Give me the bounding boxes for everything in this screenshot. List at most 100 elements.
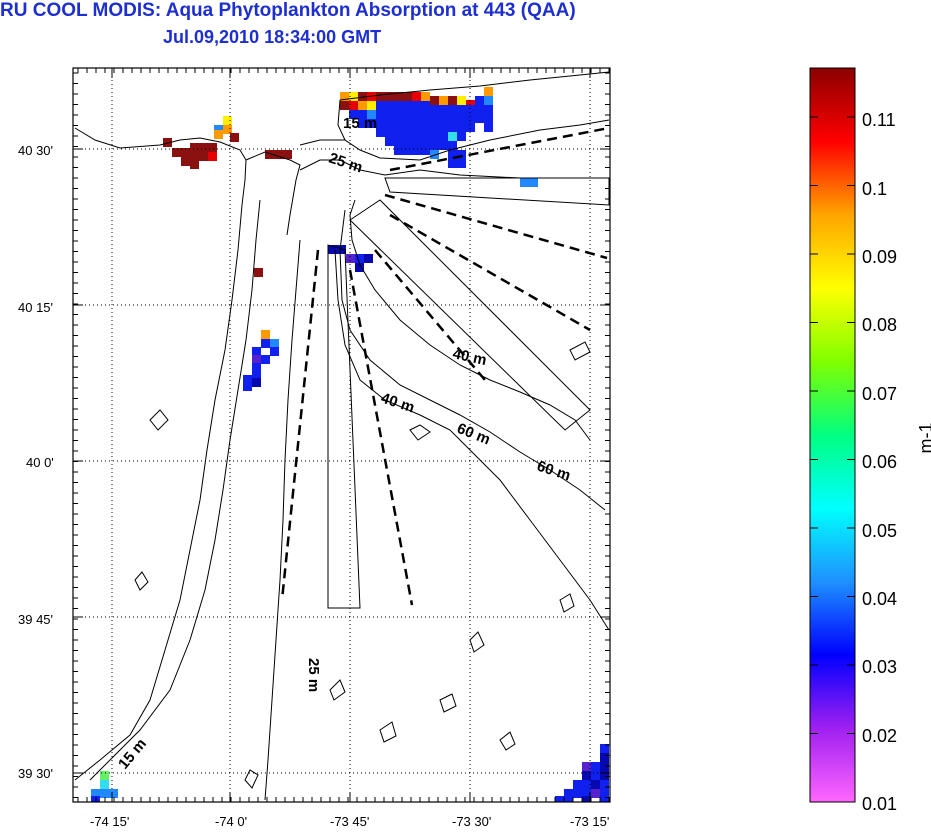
- contour-label: 60 m: [455, 420, 493, 449]
- data-pixel: [252, 347, 261, 356]
- data-pixel: [484, 114, 493, 123]
- data-pixel: [475, 114, 484, 123]
- colorbar-label: 0.07: [862, 384, 897, 404]
- data-pixel: [448, 132, 457, 141]
- contour-label: 40 m: [451, 345, 488, 369]
- data-pixel: [448, 96, 457, 105]
- data-pixel: [412, 110, 421, 119]
- data-pixel: [349, 101, 358, 110]
- lat-label: 40 0': [26, 455, 54, 470]
- data-pixel: [394, 128, 403, 137]
- data-pixel: [270, 339, 279, 348]
- data-pixel: [555, 796, 564, 802]
- colorbar-label: 0.04: [862, 589, 897, 609]
- contour-40m: [334, 249, 610, 631]
- data-pixel: [385, 119, 394, 128]
- contour-15m-upper: [299, 139, 345, 146]
- data-pixel: [403, 137, 412, 146]
- coastline-contours: [74, 71, 610, 801]
- data-pixel: [600, 762, 609, 771]
- map-title: RU COOL MODIS: Aqua Phytoplankton Absorp…: [0, 0, 576, 21]
- lat-label: 39 45': [18, 612, 53, 627]
- data-pixel: [484, 123, 493, 132]
- data-pixel: [484, 96, 493, 105]
- data-pixel: [439, 114, 448, 123]
- map-timestamp: Jul.09,2010 18:34:00 GMT: [163, 27, 382, 47]
- data-pixel: [484, 105, 493, 114]
- data-pixel: [448, 114, 457, 123]
- colorbar-label: 0.02: [862, 726, 897, 746]
- lon-label: -73 30': [452, 814, 491, 829]
- data-pixel: [199, 143, 208, 152]
- data-pixel: [600, 771, 609, 780]
- data-pixel: [582, 789, 591, 798]
- data-pixel: [346, 254, 355, 263]
- data-pixel: [214, 130, 223, 139]
- data-pixel: [412, 119, 421, 128]
- colorbar-unit: m-1: [916, 423, 931, 454]
- lon-label: -73 45': [330, 814, 369, 829]
- data-pixel: [421, 119, 430, 128]
- data-pixel: [340, 101, 349, 110]
- hudson-channel-west: [264, 239, 301, 801]
- data-pixel: [265, 150, 274, 159]
- data-pixel: [457, 159, 466, 168]
- data-pixel: [582, 771, 591, 780]
- data-pixel: [466, 123, 475, 132]
- data-pixel: [412, 92, 421, 101]
- data-pixel: [385, 110, 394, 119]
- data-pixel: [181, 148, 190, 157]
- colorbar-label: 0.06: [862, 452, 897, 472]
- data-pixel: [591, 771, 600, 780]
- data-pixel: [367, 110, 376, 119]
- absorption-pixels: [91, 87, 609, 802]
- data-pixel: [484, 87, 493, 96]
- data-pixel: [328, 245, 337, 254]
- contour-label: 40 m: [379, 390, 417, 417]
- data-pixel: [448, 150, 457, 159]
- data-pixel: [349, 92, 358, 101]
- contour-labels: 15 m 25 m 40 m 40 m 60 m 60 m 25 m 15 m: [115, 115, 573, 773]
- data-pixel: [564, 796, 573, 802]
- data-pixel: [230, 133, 239, 142]
- transect-box-2: [349, 199, 591, 431]
- data-pixel: [364, 254, 373, 263]
- data-pixel: [252, 355, 261, 364]
- data-pixel: [358, 110, 367, 119]
- data-pixel: [457, 150, 466, 159]
- data-pixel: [385, 101, 394, 110]
- data-pixel: [430, 96, 439, 105]
- data-pixel: [208, 143, 217, 152]
- data-pixel: [564, 789, 573, 798]
- data-pixel: [349, 110, 358, 119]
- data-pixel: [430, 105, 439, 114]
- lat-label: 39 30': [18, 766, 53, 781]
- data-pixel: [591, 789, 600, 798]
- transect-box-1: [327, 244, 361, 609]
- data-pixel: [358, 101, 367, 110]
- data-pixel: [457, 132, 466, 141]
- data-pixel: [430, 141, 439, 150]
- data-pixel: [600, 796, 609, 802]
- data-pixel: [223, 116, 232, 125]
- data-pixel: [376, 101, 385, 110]
- data-pixel: [385, 92, 394, 101]
- data-pixel: [100, 771, 109, 780]
- data-pixel: [261, 330, 270, 339]
- data-pixel: [591, 780, 600, 789]
- colorbar-label: 0.09: [862, 247, 897, 267]
- data-pixel: [261, 355, 270, 364]
- data-pixel: [600, 753, 609, 762]
- data-pixel: [403, 128, 412, 137]
- data-pixel: [394, 101, 403, 110]
- data-pixel: [412, 101, 421, 110]
- data-pixel: [376, 110, 385, 119]
- long-island-coast: [339, 71, 610, 101]
- data-pixel: [376, 119, 385, 128]
- data-pixel: [421, 92, 430, 101]
- data-pixel: [252, 363, 261, 372]
- data-pixel: [181, 157, 190, 166]
- contour-label: 60 m: [535, 458, 573, 485]
- data-pixel: [439, 141, 448, 150]
